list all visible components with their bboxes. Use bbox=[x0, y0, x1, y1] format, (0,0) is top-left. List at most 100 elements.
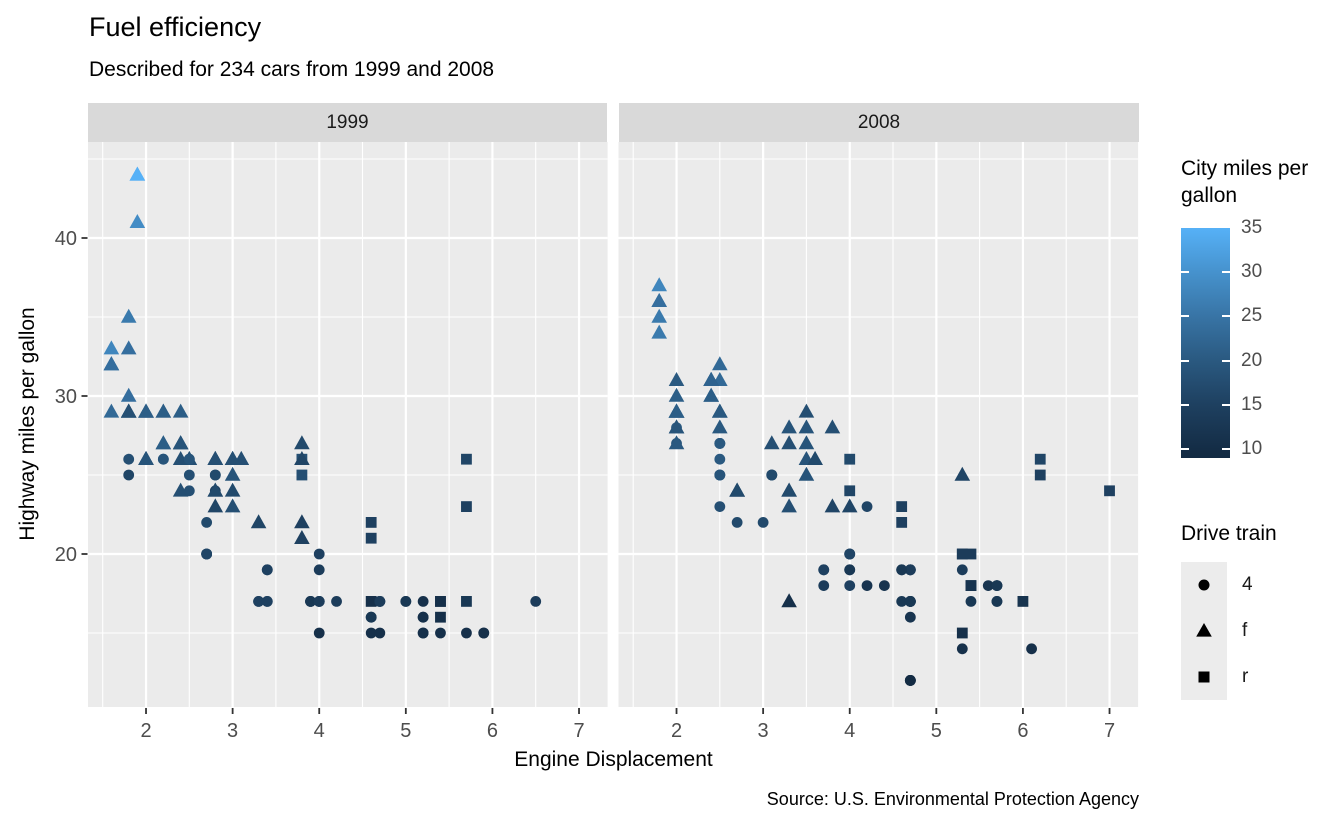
data-point bbox=[904, 611, 916, 623]
data-point bbox=[807, 451, 823, 465]
data-point bbox=[294, 514, 310, 529]
data-point bbox=[651, 324, 668, 339]
colorbar-tick-mark bbox=[1222, 271, 1230, 274]
panel-background bbox=[88, 142, 608, 707]
data-point bbox=[668, 387, 685, 402]
data-point bbox=[1026, 643, 1037, 655]
data-point bbox=[123, 469, 135, 481]
data-point bbox=[224, 466, 241, 481]
x-tick-label: 4 bbox=[314, 720, 325, 742]
data-point bbox=[120, 403, 137, 418]
data-point bbox=[651, 308, 668, 323]
page-title: Fuel efficiency bbox=[89, 12, 262, 42]
y-tick-label: 20 bbox=[55, 544, 77, 566]
data-point bbox=[435, 627, 446, 639]
data-point bbox=[844, 485, 856, 497]
data-point bbox=[824, 498, 841, 513]
data-point bbox=[965, 580, 977, 591]
data-point bbox=[138, 451, 154, 465]
data-point bbox=[374, 627, 386, 639]
data-point bbox=[103, 340, 120, 355]
data-point bbox=[461, 453, 472, 465]
colorbar-tick-mark bbox=[1222, 448, 1230, 451]
data-point bbox=[844, 580, 856, 591]
data-point bbox=[731, 517, 743, 528]
data-point bbox=[896, 564, 908, 576]
triangle-icon bbox=[1196, 623, 1212, 637]
colorbar-tick-mark bbox=[1181, 448, 1189, 451]
data-point bbox=[1034, 469, 1046, 481]
x-tick-label: 3 bbox=[227, 720, 238, 742]
x-axis-title: Engine Displacement bbox=[514, 748, 713, 771]
data-point bbox=[313, 627, 325, 639]
data-point bbox=[904, 675, 916, 686]
data-point bbox=[400, 596, 412, 607]
data-point bbox=[294, 530, 310, 544]
data-point bbox=[103, 356, 120, 371]
data-point bbox=[313, 548, 325, 560]
data-point bbox=[183, 469, 195, 481]
data-point bbox=[781, 419, 797, 434]
colorbar-legend-title: City miles per gallon bbox=[1181, 157, 1309, 208]
data-point bbox=[982, 580, 994, 591]
legend-key-box bbox=[1181, 562, 1227, 608]
x-tick-label: 7 bbox=[573, 720, 584, 742]
data-point bbox=[331, 596, 342, 607]
legend-key-label: 4 bbox=[1242, 574, 1253, 595]
data-point bbox=[207, 451, 224, 465]
data-point bbox=[157, 453, 169, 465]
data-point bbox=[844, 564, 856, 576]
colorbar-tick-label: 25 bbox=[1241, 305, 1263, 327]
data-point bbox=[956, 643, 968, 655]
data-point bbox=[798, 403, 815, 418]
data-point bbox=[712, 419, 728, 434]
data-point bbox=[904, 564, 916, 576]
y-axis-title: Highway miles per gallon bbox=[16, 307, 39, 541]
data-point bbox=[781, 593, 797, 608]
data-point bbox=[207, 482, 224, 497]
data-point bbox=[435, 596, 446, 607]
facet-strip-label: 2008 bbox=[857, 111, 901, 133]
y-tick-label: 30 bbox=[55, 386, 77, 408]
data-point bbox=[183, 453, 195, 465]
facet-strip-2008: 2008 bbox=[619, 103, 1139, 142]
data-point bbox=[201, 517, 213, 528]
caption: Source: U.S. Environmental Protection Ag… bbox=[766, 789, 1139, 809]
data-point bbox=[129, 166, 146, 181]
data-point bbox=[896, 501, 908, 512]
data-point bbox=[1017, 596, 1029, 607]
data-point bbox=[712, 403, 728, 418]
data-point bbox=[417, 627, 429, 639]
x-tick-label: 6 bbox=[1017, 720, 1028, 742]
data-point bbox=[261, 564, 273, 576]
data-point bbox=[224, 482, 241, 497]
shape-legend-title: Drive train bbox=[1181, 522, 1277, 545]
data-point bbox=[956, 627, 968, 639]
data-point bbox=[478, 627, 490, 639]
data-point bbox=[965, 596, 977, 607]
data-point bbox=[991, 580, 1003, 591]
page-subtitle: Described for 234 cars from 1999 and 200… bbox=[89, 58, 495, 81]
data-point bbox=[155, 435, 172, 450]
data-point bbox=[365, 596, 377, 607]
data-point bbox=[183, 485, 195, 497]
data-point bbox=[896, 596, 908, 607]
x-tick-label: 5 bbox=[931, 720, 942, 742]
colorbar-tick-label: 35 bbox=[1241, 217, 1263, 238]
data-point bbox=[172, 435, 189, 450]
data-point bbox=[138, 403, 154, 418]
colorbar-tick-mark bbox=[1181, 315, 1189, 318]
colorbar-tick-label: 30 bbox=[1241, 261, 1263, 283]
x-tick-label: 7 bbox=[1104, 720, 1115, 742]
facet-strip-label: 1999 bbox=[326, 111, 369, 133]
data-point bbox=[172, 403, 189, 418]
data-point bbox=[844, 548, 856, 560]
colorbar-tick-mark bbox=[1181, 403, 1189, 406]
data-point bbox=[155, 403, 172, 418]
colorbar-tick-label: 15 bbox=[1241, 393, 1263, 415]
data-point bbox=[365, 627, 377, 639]
data-point bbox=[461, 596, 472, 607]
data-point bbox=[703, 387, 719, 402]
data-point bbox=[129, 214, 146, 228]
